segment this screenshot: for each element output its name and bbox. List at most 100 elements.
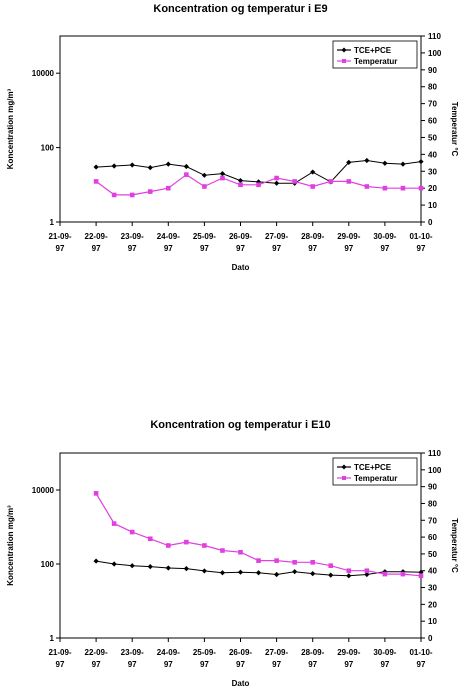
data-point-square (274, 175, 279, 181)
x-tick-label: 21-09- 97 (48, 232, 71, 253)
legend-label: TCE+PCE (354, 463, 392, 472)
x-tick-label-day: 22-09- (85, 648, 108, 657)
y-right-tick-label: 20 (428, 184, 437, 193)
data-point-diamond (165, 565, 171, 571)
data-point-diamond (183, 566, 189, 572)
x-tick-label-day: 22-09- (85, 232, 108, 241)
data-point-square (238, 182, 243, 188)
x-tick-label: 23-09- 97 (121, 648, 144, 669)
x-tick-label-day: 30-09- (373, 648, 396, 657)
data-point-square (184, 539, 189, 545)
x-tick-label-year: 97 (344, 244, 353, 253)
data-point-square (364, 184, 370, 189)
data-point-diamond (111, 163, 117, 169)
series-temperatur (93, 491, 424, 579)
y-right-tick-label: 40 (428, 567, 437, 576)
y-right-axis-label: Temperatur °C (450, 518, 459, 573)
y-right-tick-label: 50 (428, 550, 437, 559)
data-point-diamond (382, 160, 388, 166)
legend-swatch-marker (341, 47, 347, 53)
data-point-diamond (93, 558, 99, 564)
x-tick-label-year: 97 (380, 660, 389, 669)
x-tick-label: 01-10- 97 (409, 232, 432, 253)
y-left-axis-label: Koncentration mg/m³ (6, 505, 15, 586)
data-point-square (220, 175, 225, 181)
x-tick-label-year: 97 (308, 660, 317, 669)
x-tick-label-day: 30-09- (373, 232, 396, 241)
y-left-tick-label: 10000 (32, 69, 55, 78)
data-point-square (166, 185, 171, 191)
x-tick-label-year: 97 (200, 660, 209, 669)
x-tick-label-day: 26-09- (229, 232, 252, 241)
legend-label: Temperatur (354, 57, 397, 66)
y-right-tick-label: 100 (428, 49, 442, 58)
data-point-square (111, 521, 117, 526)
y-right-tick-label: 80 (428, 499, 437, 508)
y-right-axis-label: Temperatur °C (450, 102, 459, 157)
y-left-tick-label: 1 (50, 634, 55, 643)
data-point-diamond (201, 568, 207, 574)
legend-box (332, 40, 418, 69)
x-tick-label-year: 97 (56, 660, 65, 669)
data-point-square (418, 185, 424, 191)
data-point-diamond (382, 569, 388, 575)
data-point-square (328, 179, 334, 184)
x-tick-label-year: 97 (417, 660, 426, 669)
legend-label: Temperatur (354, 474, 397, 483)
y-right-tick-label: 100 (428, 466, 442, 475)
legend: TCE+PCE Temperatur (332, 40, 418, 69)
data-point-diamond (310, 169, 316, 175)
data-point-square (256, 558, 261, 563)
y-left-tick-label: 100 (41, 560, 55, 569)
y-right-tick-label: 70 (428, 100, 437, 109)
x-tick-label: 24-09- 97 (157, 232, 180, 253)
x-tick-label-day: 28-09- (301, 232, 324, 241)
data-point-square (166, 543, 171, 548)
x-tick-label: 21-09- 97 (48, 648, 71, 669)
x-tick-label: 27-09- 97 (265, 648, 288, 669)
x-tick-label: 29-09- 97 (337, 648, 360, 669)
y-right-tick-label: 110 (428, 32, 441, 41)
data-point-square (147, 189, 153, 194)
y-left-tick-label: 10000 (32, 486, 55, 495)
data-point-diamond (183, 163, 189, 170)
x-tick-label: 28-09- 97 (301, 232, 324, 253)
chart-title: Koncentration og temperatur i E9 (153, 3, 327, 15)
data-point-diamond (364, 571, 370, 578)
x-tick-label-day: 27-09- (265, 648, 288, 657)
data-point-square (256, 182, 261, 188)
y-right-tick-label: 10 (428, 201, 437, 210)
x-tick-label-year: 97 (236, 660, 245, 669)
legend-swatch-marker (341, 464, 347, 470)
x-tick-label-year: 97 (164, 244, 173, 253)
data-point-square (93, 179, 99, 184)
y-right-tick-label: 60 (428, 117, 437, 126)
x-tick-label-year: 97 (128, 660, 137, 669)
x-tick-label-day: 21-09- (48, 648, 71, 657)
y-right-tick-label: 20 (428, 600, 437, 609)
x-tick-label: 28-09- 97 (301, 648, 324, 669)
x-tick-label: 26-09- 97 (229, 648, 252, 669)
data-point-diamond (292, 569, 298, 575)
y-right-tick-label: 10 (428, 617, 437, 626)
x-tick-label-year: 97 (380, 244, 389, 253)
y-right-tick-label: 0 (428, 218, 433, 227)
data-point-diamond (219, 570, 226, 576)
data-point-diamond (310, 571, 316, 577)
x-tick-label: 26-09- 97 (229, 232, 252, 253)
y-left-tick-label: 100 (41, 144, 55, 153)
y-right-tick-label: 70 (428, 516, 437, 525)
x-tick-label: 25-09- 97 (193, 232, 216, 253)
data-point-diamond (364, 157, 370, 164)
data-point-diamond (328, 572, 334, 578)
data-point-square (382, 571, 388, 577)
data-point-square (147, 536, 153, 542)
x-tick-label-day: 29-09- (337, 232, 360, 241)
data-point-square (400, 571, 406, 577)
data-point-square (129, 529, 135, 535)
data-point-square (292, 179, 297, 184)
data-point-diamond (111, 561, 117, 567)
chart-1: Koncentration og temperatur i E911001000… (6, 3, 459, 272)
data-point-diamond (93, 164, 99, 170)
